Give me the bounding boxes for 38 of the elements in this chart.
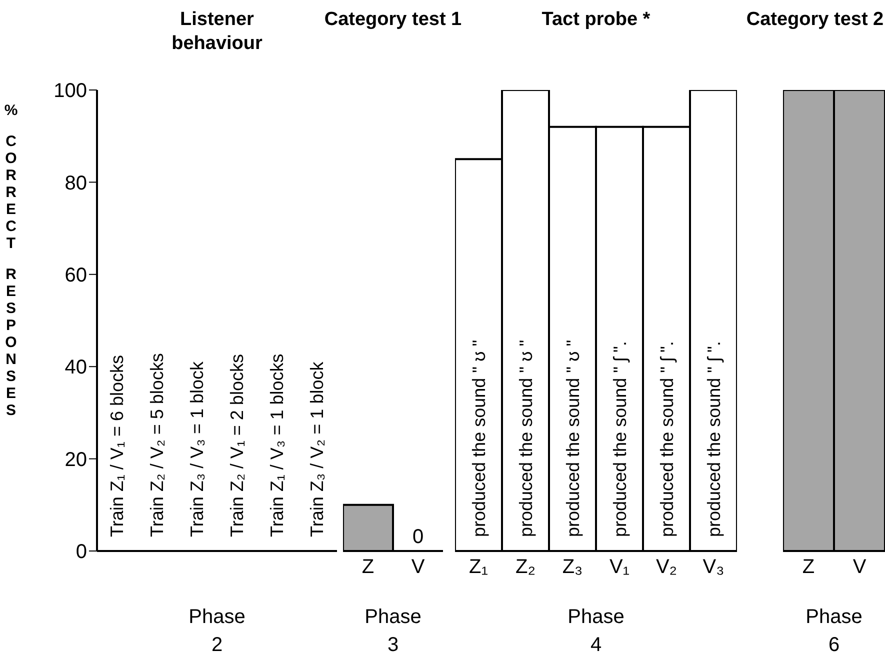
y-tick-label: 20 [64, 448, 87, 471]
annotation: produced the sound " ʊ " [516, 340, 536, 537]
data-label: 0 [411, 525, 425, 549]
chart-title: Listener behaviour [170, 8, 264, 56]
x-tick-label: Z [362, 556, 374, 578]
annotation: Train Z₃ / V₃ = 1 block [187, 361, 207, 537]
chart-title: Tact probe * [540, 8, 652, 32]
chart-title: Category test 1 [323, 8, 463, 32]
annotation: produced the sound " ʊ " [468, 340, 488, 537]
annotation: produced the sound " ʃ ". [656, 341, 676, 537]
annotation: Train Z₃ / V₂ = 1 block [307, 362, 327, 537]
annotation: Train Z₂ / V₁ = 2 blocks [227, 354, 247, 537]
x-tick-label: Z₃ [562, 556, 583, 578]
y-tick-label: 0 [76, 541, 87, 564]
annotation: produced the sound " ʊ " [562, 340, 582, 537]
y-tick-label: 40 [64, 356, 87, 379]
x-axis-title: Phase 4 [566, 605, 626, 658]
annotation: Train Z₂ / V₂ = 5 blocks [147, 353, 167, 537]
x-tick-label: Z [802, 556, 815, 578]
text: % CORRECT RESPONSES [4, 102, 18, 419]
x-tick-label: Z₂ [516, 556, 536, 578]
annotation: produced the sound " ʃ ". [704, 341, 724, 537]
x-axis-title: Phase 3 [364, 605, 422, 658]
x-tick-label: Z₁ [469, 556, 488, 578]
x-tick-label: V₃ [702, 556, 724, 578]
x-axis-title: Phase 6 [804, 605, 864, 658]
x-tick-label: V₂ [656, 556, 678, 578]
y-tick-label: 80 [64, 172, 87, 194]
x-tick-label: V [852, 556, 867, 578]
annotation: Train Z₁ / V₁ = 6 blocks [107, 354, 127, 537]
y-tick-label: 100 [54, 80, 87, 102]
annotation: produced the sound " ʃ ". [610, 341, 630, 537]
x-axis-title: Phase 2 [188, 605, 246, 658]
x-tick-label: V [411, 556, 426, 578]
y-tick-label: 60 [64, 264, 87, 286]
annotation: Train Z₁ / V₃ = 1 blocks [267, 354, 287, 537]
x-tick-label: V₁ [609, 556, 630, 578]
chart-title: Category test 2 [745, 8, 885, 32]
